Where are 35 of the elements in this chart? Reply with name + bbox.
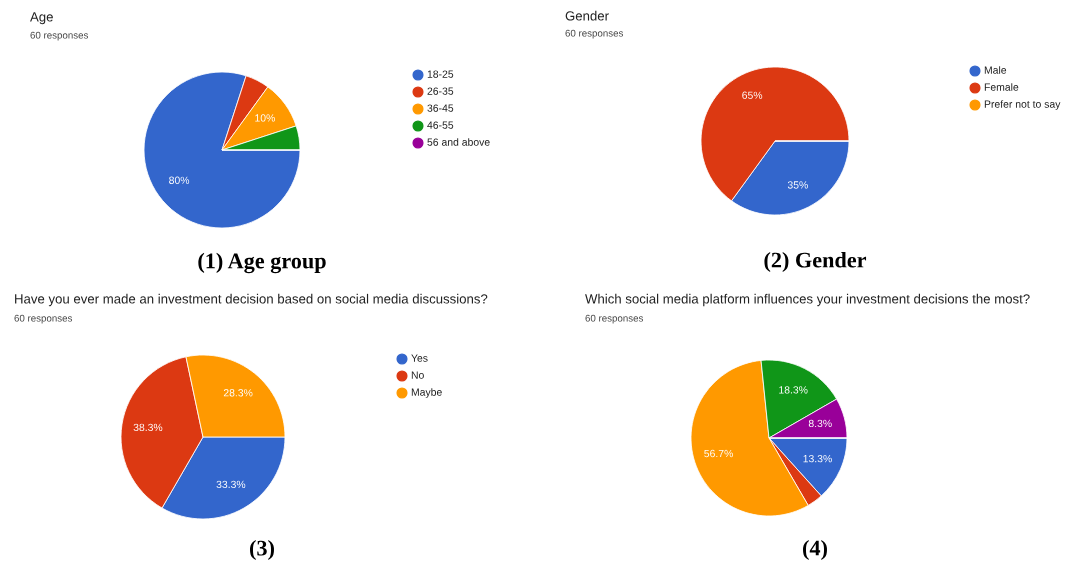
data-label: 56.7% <box>704 449 733 458</box>
chart-subtitle: 60 responses <box>14 314 73 324</box>
data-label: 65% <box>742 91 763 99</box>
chart-title: Age <box>30 12 53 25</box>
text: (1) Age group <box>198 252 326 274</box>
text: (2) Gender <box>764 251 867 273</box>
legend-label: Maybe <box>411 388 442 398</box>
data-label: 18.3% <box>779 386 808 394</box>
data-label: 38.3% <box>133 423 163 432</box>
text: (3) <box>250 539 274 561</box>
chart-title: Which social media platform influences your investment decisions the most? <box>585 293 1030 307</box>
data-label: 8.3% <box>808 419 832 428</box>
pie-slice <box>143 71 301 229</box>
legend-label: 36-45 <box>427 104 454 112</box>
data-label: 35% <box>787 181 808 189</box>
legend-label: 26-35 <box>427 87 454 95</box>
legend-label: No <box>411 371 424 379</box>
data-label: 10% <box>255 114 275 122</box>
text: Gender <box>565 10 609 21</box>
legend-label: Female <box>984 83 1019 91</box>
chart-title: Have you ever made an investment decision based on social media discussions? <box>15 293 488 307</box>
data-label: 28.3% <box>223 389 253 397</box>
data-label: 13.3% <box>803 454 832 463</box>
legend-label: 18-25 <box>427 70 454 78</box>
legend-label: Prefer not to say <box>984 100 1061 110</box>
legend-label: Male <box>984 66 1007 74</box>
legend-label: 46-55 <box>427 121 454 129</box>
data-label: 80% <box>169 176 190 184</box>
text: (4) <box>803 539 827 561</box>
legend-label: 56 and above <box>427 138 490 146</box>
text: 60 responses <box>565 29 624 39</box>
chart-subtitle: 60 responses <box>585 314 644 324</box>
text: 60 responses <box>30 31 89 41</box>
data-label: 33.3% <box>216 480 246 489</box>
legend-label: Yes <box>411 354 428 362</box>
